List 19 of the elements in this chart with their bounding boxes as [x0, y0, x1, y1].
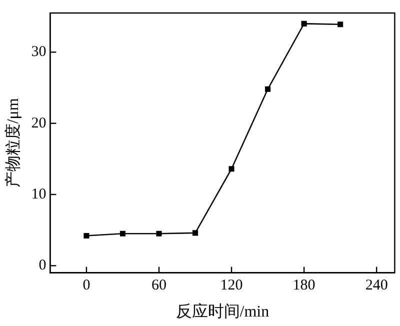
- x-tick-label: 120: [220, 278, 243, 294]
- y-tick-label: 0: [38, 258, 46, 274]
- x-tick-label: 180: [292, 278, 316, 294]
- y-tick-label: 30: [31, 44, 46, 60]
- y-axis-title: 产物粒度/μm: [4, 98, 22, 188]
- x-tick-label: 60: [151, 278, 166, 294]
- y-tick-label: 10: [31, 186, 46, 202]
- point: [156, 230, 162, 236]
- point: [338, 22, 344, 28]
- x-tick-label: 240: [365, 278, 388, 294]
- point: [228, 166, 234, 172]
- point: [265, 86, 271, 92]
- x-axis-title: 反应时间/min: [176, 302, 270, 321]
- point: [192, 230, 198, 236]
- point: [120, 230, 126, 236]
- y-tick-label: 20: [31, 115, 46, 132]
- point: [84, 233, 90, 239]
- x-tick-label: 0: [82, 278, 90, 294]
- point: [301, 20, 307, 26]
